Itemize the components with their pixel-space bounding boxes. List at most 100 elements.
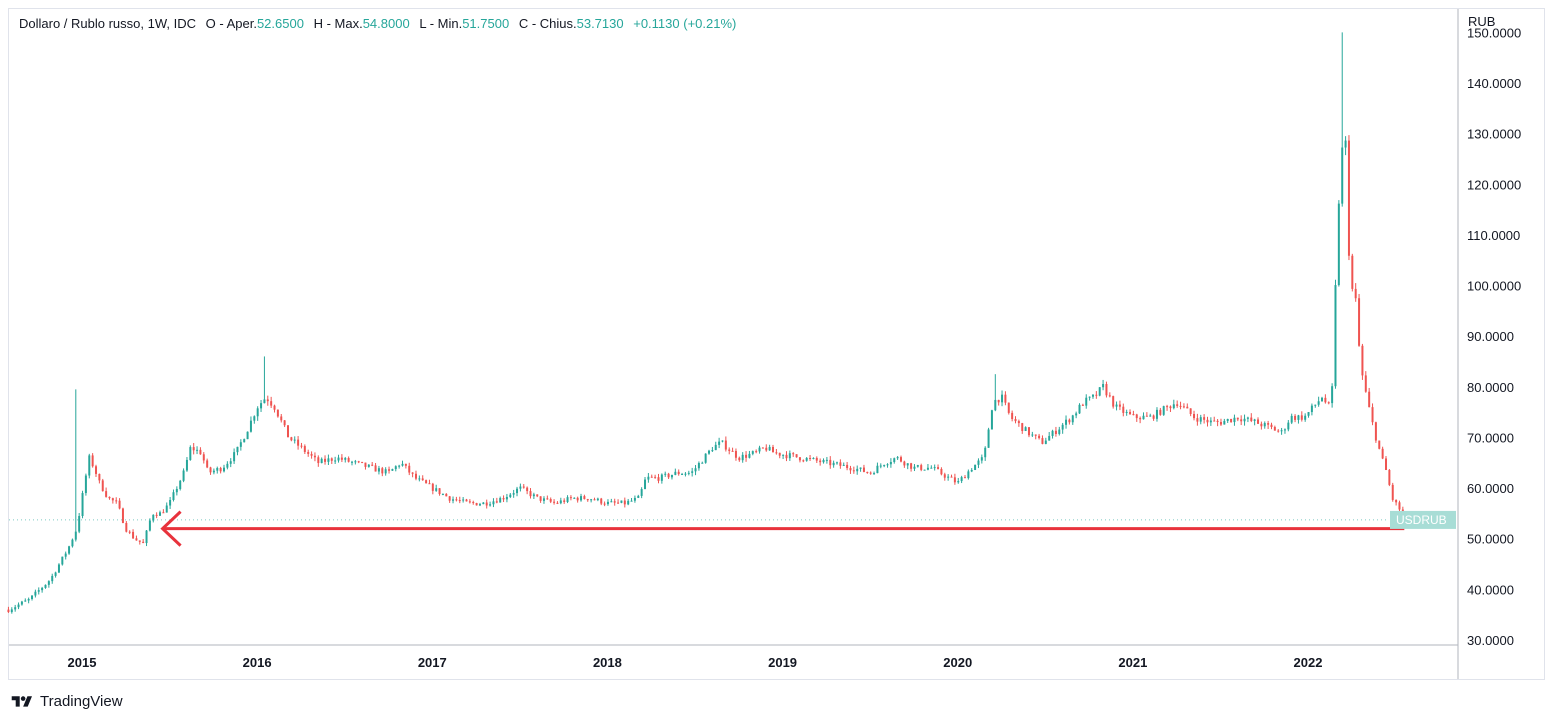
candle-body (189, 447, 192, 460)
candle-body (95, 466, 98, 474)
candle-body (502, 498, 505, 500)
candle-body (61, 556, 64, 565)
candle-body (148, 520, 151, 531)
candle-body (984, 447, 987, 458)
candle-body (630, 500, 633, 502)
candle-body (297, 439, 300, 446)
candle-body (1283, 429, 1286, 431)
candle-body (734, 450, 737, 458)
candle-body (937, 467, 940, 469)
candle-body (1368, 391, 1371, 408)
candle-body (10, 609, 13, 613)
candle-body (1054, 430, 1057, 434)
candle-body (1011, 412, 1014, 420)
currency-label[interactable]: RUB (1468, 14, 1496, 29)
candle-body (1310, 405, 1313, 413)
candle-body (539, 496, 542, 501)
tradingview-brand[interactable]: TradingView (9, 693, 123, 710)
candle-body (253, 416, 256, 421)
candle-body (445, 493, 448, 497)
candle-body (1371, 407, 1374, 423)
candle-body (509, 494, 512, 497)
candle-body (458, 500, 461, 502)
candle-body (425, 480, 428, 484)
candle-body (438, 488, 441, 495)
arrow-head (160, 510, 182, 547)
candle-body (933, 467, 936, 469)
candle-body (519, 486, 522, 489)
candle-body (159, 512, 162, 516)
candle-body (260, 403, 263, 409)
time-axis[interactable]: 2015 2016 2017 2018 2019 2020 2021 2022 (68, 655, 1323, 670)
y-tick-label: 130.0000 (1467, 127, 1521, 142)
y-tick-label: 90.0000 (1467, 329, 1514, 344)
candle-body (869, 472, 872, 474)
candle-body (20, 601, 23, 605)
candle-body (1004, 394, 1007, 403)
symbol-title[interactable]: Dollaro / Rublo russo, 1W, IDC (19, 16, 197, 31)
candle-body (1236, 417, 1239, 420)
candle-body (431, 483, 434, 491)
candle-body (553, 501, 556, 503)
candle-body (1267, 423, 1270, 425)
candle-body (559, 500, 562, 504)
candle-body (1061, 424, 1064, 430)
candle-body (414, 473, 417, 479)
candle-body (47, 581, 50, 585)
candle-body (839, 462, 842, 466)
x-tick-label: 2020 (943, 655, 972, 670)
candle-body (930, 467, 933, 469)
candle-body (970, 469, 973, 472)
candle-body (1263, 423, 1266, 427)
candle-body (778, 452, 781, 456)
candle-body (135, 538, 138, 541)
candle-body (1129, 411, 1132, 415)
candle-body (923, 469, 926, 471)
candle-body (741, 454, 744, 461)
y-tick-label: 150.0000 (1467, 25, 1521, 40)
candle-body (465, 499, 468, 502)
candle-body (593, 499, 596, 501)
candle-body (246, 431, 249, 440)
candle-body (84, 475, 87, 494)
candle-body (475, 503, 478, 506)
candle-body (388, 469, 391, 471)
price-axis[interactable]: 30.0000 40.0000 50.0000 60.0000 70.0000 80.00… (1467, 25, 1521, 648)
candle-body (1031, 434, 1034, 436)
candle-body (273, 405, 276, 410)
candle-body (1115, 404, 1118, 407)
candle-body (266, 399, 269, 402)
candle-body (1102, 384, 1105, 388)
candle-body (856, 468, 859, 472)
candle-body (617, 502, 620, 504)
candle-body (765, 447, 768, 451)
candle-body (115, 500, 118, 502)
candle-body (155, 514, 158, 516)
x-tick-label: 2017 (418, 655, 447, 670)
candle-body (822, 459, 825, 463)
candle-body (81, 493, 84, 516)
candle-body (1017, 421, 1020, 424)
candle-body (1257, 419, 1260, 424)
candle-body (17, 604, 20, 608)
candle-body (1344, 140, 1347, 148)
candle-body (896, 457, 899, 459)
ohlc-legend: Dollaro / Rublo russo, 1W, IDC O - Aper.… (19, 16, 736, 31)
candle-body (1297, 415, 1300, 420)
candle-body (31, 595, 34, 599)
candle-body (74, 531, 77, 540)
candle-body (1091, 394, 1094, 397)
candle-body (495, 501, 498, 503)
candle-body (162, 512, 165, 514)
candle-body (1027, 427, 1030, 436)
candle-body (721, 440, 724, 442)
candle-body (337, 457, 340, 461)
candle-body (761, 447, 764, 449)
candle-body (1300, 415, 1303, 420)
candle-body (196, 449, 199, 451)
arrow-annotation[interactable] (160, 510, 1405, 547)
low-value: 51.7500 (462, 16, 510, 31)
candle-body (805, 457, 808, 461)
candle-body (293, 439, 296, 441)
